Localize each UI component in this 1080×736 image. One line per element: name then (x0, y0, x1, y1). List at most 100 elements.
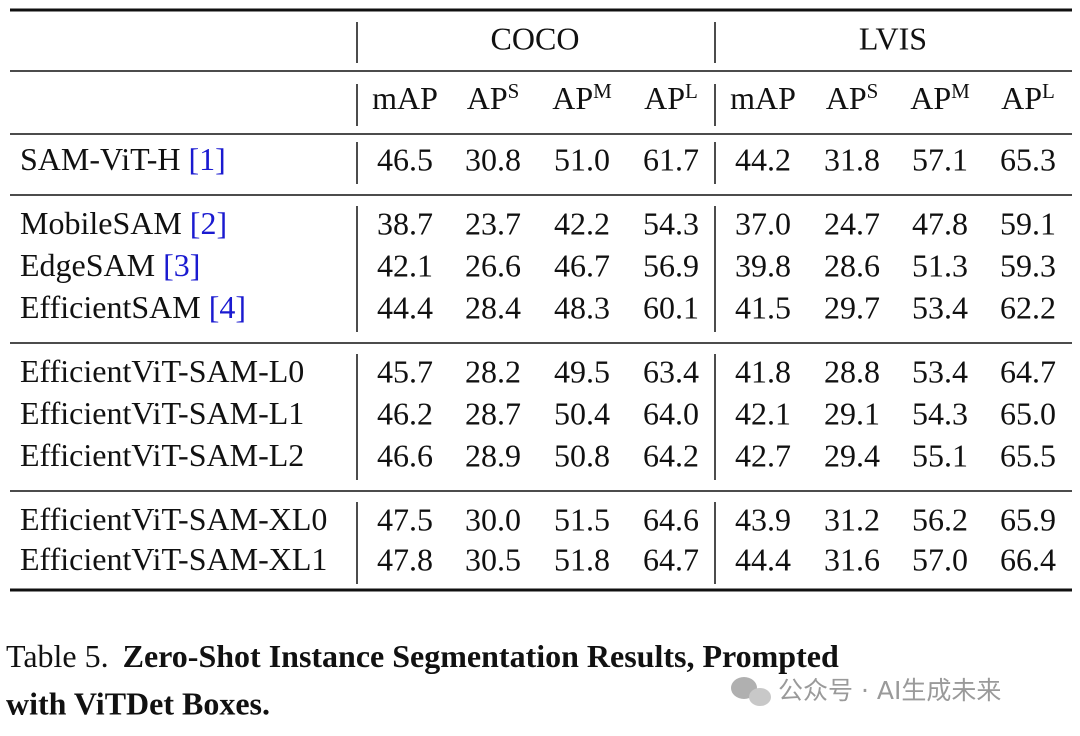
citation: [3] (163, 247, 200, 283)
cell-value: 59.1 (1000, 205, 1056, 241)
cell-value: 63.4 (643, 353, 699, 389)
cell-value: 51.3 (912, 247, 968, 283)
column-header: APL (1001, 79, 1055, 117)
caption-title: Zero-Shot Instance Segmentation Results,… (123, 638, 839, 674)
column-header-base: AP (552, 80, 593, 116)
cell-value: 51.8 (554, 541, 610, 577)
cell-value: 23.7 (465, 205, 521, 241)
cell-value: 47.8 (912, 205, 968, 241)
cell-value: 44.4 (735, 541, 791, 577)
cell-value: 64.2 (643, 437, 699, 473)
cell-value: 65.3 (1000, 141, 1056, 177)
watermark: 公众号 · AI生成未来 (778, 676, 1001, 705)
cell-value: 54.3 (643, 205, 699, 241)
cell-value: 64.7 (643, 541, 699, 577)
cell-value: 26.6 (465, 247, 521, 283)
caption-label: Table 5. (6, 638, 109, 674)
group-header: COCO (491, 20, 580, 56)
cell-value: 28.9 (465, 437, 521, 473)
citation: [1] (188, 141, 225, 177)
caption-title: with ViTDet Boxes. (6, 685, 270, 721)
cell-value: 55.1 (912, 437, 968, 473)
method: EfficientViT-SAM-L1 (20, 395, 304, 431)
cell-value: 46.2 (377, 395, 433, 431)
cell-value: 47.5 (377, 501, 433, 537)
method: MobileSAM (20, 205, 182, 241)
cell-value: 29.4 (824, 437, 880, 473)
cell-value: 41.5 (735, 289, 791, 325)
column-header-base: mAP (730, 80, 796, 116)
column-header-sup: M (951, 79, 970, 103)
cell-value: 66.4 (1000, 541, 1056, 577)
cell-value: 30.8 (465, 141, 521, 177)
cell-value: 48.3 (554, 289, 610, 325)
cell-value: 28.7 (465, 395, 521, 431)
column-header-base: mAP (372, 80, 438, 116)
cell-value: 49.5 (554, 353, 610, 389)
column-header-sup: S (867, 79, 879, 103)
cell-value: 42.7 (735, 437, 791, 473)
cell-value: 28.4 (465, 289, 521, 325)
cell-value: 60.1 (643, 289, 699, 325)
citation: [2] (190, 205, 227, 241)
method: EfficientViT-SAM-L0 (20, 353, 304, 389)
column-header: APS (467, 79, 520, 117)
method-name: MobileSAM [2] (20, 205, 227, 241)
watermark-icon (731, 677, 771, 706)
group-header: LVIS (859, 20, 927, 56)
column-header: APL (644, 79, 698, 117)
method-name: SAM-ViT-H [1] (20, 141, 226, 177)
column-header: mAP (730, 80, 796, 116)
cell-value: 44.2 (735, 141, 791, 177)
cell-value: 62.2 (1000, 289, 1056, 325)
column-header-base: AP (910, 80, 951, 116)
cell-value: 31.2 (824, 501, 880, 537)
cell-value: 28.8 (824, 353, 880, 389)
cell-value: 56.9 (643, 247, 699, 283)
cell-value: 42.2 (554, 205, 610, 241)
caption: Table 5. Zero-Shot Instance Segmentation … (6, 638, 839, 674)
method-name: EfficientViT-SAM-L2 (20, 437, 304, 473)
cell-value: 50.8 (554, 437, 610, 473)
cell-value: 42.1 (377, 247, 433, 283)
column-header: APS (826, 79, 879, 117)
cell-value: 45.7 (377, 353, 433, 389)
cell-value: 47.8 (377, 541, 433, 577)
column-header-sup: L (685, 79, 698, 103)
cell-value: 46.5 (377, 141, 433, 177)
method: EdgeSAM (20, 247, 155, 283)
citation: [4] (209, 289, 246, 325)
method: SAM-ViT-H (20, 141, 180, 177)
cell-value: 30.0 (465, 501, 521, 537)
column-header: mAP (372, 80, 438, 116)
cell-value: 46.7 (554, 247, 610, 283)
cell-value: 28.2 (465, 353, 521, 389)
cell-value: 24.7 (824, 205, 880, 241)
cell-value: 42.1 (735, 395, 791, 431)
cell-value: 54.3 (912, 395, 968, 431)
method-name: EfficientSAM [4] (20, 289, 246, 325)
method-name: EdgeSAM [3] (20, 247, 200, 283)
cell-value: 44.4 (377, 289, 433, 325)
cell-value: 29.7 (824, 289, 880, 325)
column-header-sup: M (593, 79, 612, 103)
cell-value: 64.7 (1000, 353, 1056, 389)
cell-value: 57.0 (912, 541, 968, 577)
method: EfficientSAM (20, 289, 201, 325)
cell-value: 51.5 (554, 501, 610, 537)
method: EfficientViT-SAM-L2 (20, 437, 304, 473)
cell-value: 65.5 (1000, 437, 1056, 473)
cell-value: 41.8 (735, 353, 791, 389)
cell-value: 38.7 (377, 205, 433, 241)
cell-value: 53.4 (912, 289, 968, 325)
cell-value: 56.2 (912, 501, 968, 537)
column-header-sup: S (508, 79, 520, 103)
cell-value: 50.4 (554, 395, 610, 431)
cell-value: 31.8 (824, 141, 880, 177)
cell-value: 59.3 (1000, 247, 1056, 283)
cell-value: 51.0 (554, 141, 610, 177)
column-header-sup: L (1042, 79, 1055, 103)
cell-value: 53.4 (912, 353, 968, 389)
cell-value: 61.7 (643, 141, 699, 177)
cell-value: 64.6 (643, 501, 699, 537)
